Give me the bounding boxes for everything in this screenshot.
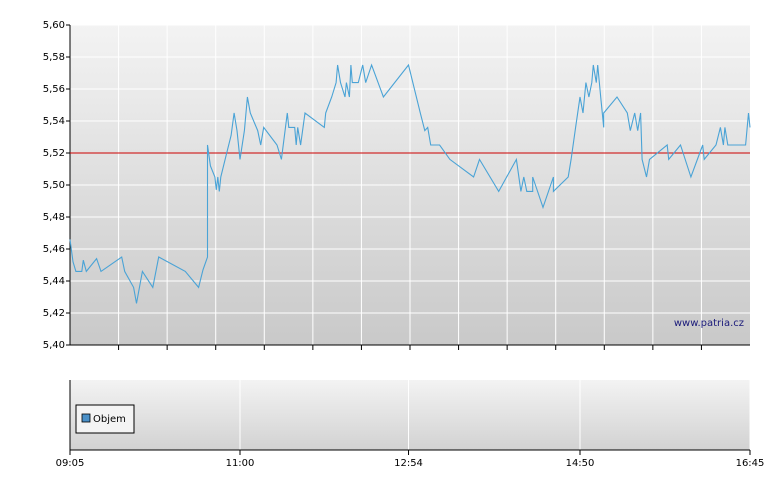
y-tick-label: 5,44	[43, 276, 65, 287]
y-tick-label: 5,56	[43, 84, 65, 95]
legend-box	[75, 404, 135, 434]
y-tick-label: 5,46	[43, 244, 65, 255]
watermark: www.patria.cz	[674, 318, 744, 329]
price-line	[69, 63, 751, 304]
x-tick-label: 16:45	[736, 458, 765, 469]
y-tick-label: 5,40	[43, 340, 65, 351]
legend-label: Objem	[93, 414, 126, 425]
x-tick-label: 11:00	[226, 458, 255, 469]
legend-swatch	[81, 413, 91, 423]
x-tick-label: 12:54	[394, 458, 423, 469]
y-tick-label: 5,48	[43, 212, 65, 223]
y-tick-label: 5,60	[43, 20, 65, 31]
volume-background	[70, 380, 750, 450]
y-tick-label: 5,58	[43, 52, 65, 63]
y-tick-label: 5,52	[43, 148, 65, 159]
y-tick-label: 5,54	[43, 116, 65, 127]
y-tick-label: 5,42	[43, 308, 65, 319]
y-tick-label: 5,50	[43, 180, 65, 191]
x-tick-label: 14:50	[566, 458, 595, 469]
x-tick-label: 09:05	[56, 458, 85, 469]
